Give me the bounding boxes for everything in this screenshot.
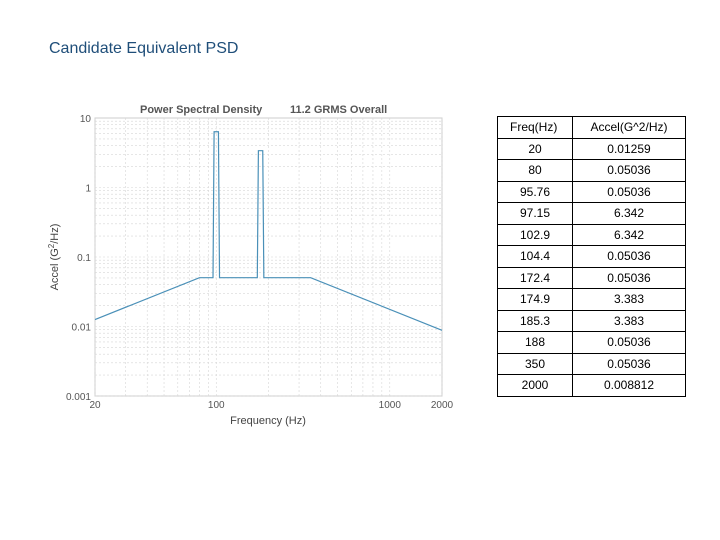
freq-cell: 2000 <box>497 374 573 397</box>
accel-cell: 0.05036 <box>572 352 686 375</box>
table-row: 80 0.05036 <box>497 159 686 182</box>
accel-cell: 6.342 <box>572 202 686 225</box>
table-row: 102.9 6.342 <box>497 223 686 246</box>
accel-cell: 0.05036 <box>572 245 686 268</box>
freq-cell: 80 <box>497 159 573 182</box>
table-row: 188 0.05036 <box>497 331 686 354</box>
x-tick-label: 2000 <box>431 400 454 411</box>
y-tick-label: 0.1 <box>77 253 91 264</box>
chart-subtitle: 11.2 GRMS Overall <box>290 104 387 116</box>
accel-cell: 0.05036 <box>572 331 686 354</box>
accel-cell: 0.05036 <box>572 180 686 203</box>
accel-cell: 6.342 <box>572 223 686 246</box>
psd-line <box>94 131 443 331</box>
table-row: 185.3 3.383 <box>497 309 686 332</box>
y-tick-label: 0.001 <box>66 392 91 403</box>
freq-cell: 104.4 <box>497 245 573 268</box>
freq-cell: 185.3 <box>497 309 573 332</box>
y-tick-label: 1 <box>85 184 91 195</box>
slide-title: Candidate Equivalent PSD <box>49 40 239 57</box>
table-row: 95.76 0.05036 <box>497 180 686 203</box>
table-row: 174.9 3.383 <box>497 288 686 311</box>
freq-cell: 172.4 <box>497 266 573 289</box>
table-row: 20 0.01259 <box>497 137 686 160</box>
table-row: 97.15 6.342 <box>497 202 686 225</box>
accel-cell: 0.008812 <box>572 374 686 397</box>
x-tick-label: 20 <box>89 400 101 411</box>
x-axis-label: Frequency (Hz) <box>230 415 306 427</box>
y-tick-label: 10 <box>80 114 92 125</box>
table-row: 350 0.05036 <box>497 352 686 375</box>
table-row: 2000 0.008812 <box>497 374 686 397</box>
tick-labels: 20 100 1000 2000 10 1 0.1 0.01 0.001 <box>66 114 454 411</box>
psd-chart: 20 100 1000 2000 10 1 0.1 0.01 0.001 Power Spect… <box>47 104 454 427</box>
freq-cell: 97.15 <box>497 202 573 225</box>
freq-cell: 20 <box>497 137 573 160</box>
table-row: 172.4 0.05036 <box>497 266 686 289</box>
x-tick-label: 100 <box>208 400 225 411</box>
accel-cell: 3.383 <box>572 288 686 311</box>
accel-header: Accel(G^2/Hz) <box>572 116 686 139</box>
freq-cell: 350 <box>497 352 573 375</box>
freq-cell: 174.9 <box>497 288 573 311</box>
accel-cell: 0.05036 <box>572 159 686 182</box>
table-header-row: Freq(Hz) Accel(G^2/Hz) <box>497 116 686 139</box>
psd-table: Freq(Hz) Accel(G^2/Hz) 20 0.01259 80 0.0503… <box>497 116 686 397</box>
y-axis-label: Accel (G2/Hz) <box>47 224 61 291</box>
accel-cell: 3.383 <box>572 309 686 332</box>
chart-title: Power Spectral Density <box>140 104 263 116</box>
freq-cell: 188 <box>497 331 573 354</box>
table-row: 104.4 0.05036 <box>497 245 686 268</box>
grid <box>94 118 443 397</box>
y-tick-label: 0.01 <box>72 323 92 334</box>
accel-cell: 0.05036 <box>572 266 686 289</box>
freq-header: Freq(Hz) <box>497 116 573 139</box>
freq-cell: 95.76 <box>497 180 573 203</box>
freq-cell: 102.9 <box>497 223 573 246</box>
accel-cell: 0.01259 <box>572 137 686 160</box>
x-tick-label: 1000 <box>379 400 402 411</box>
